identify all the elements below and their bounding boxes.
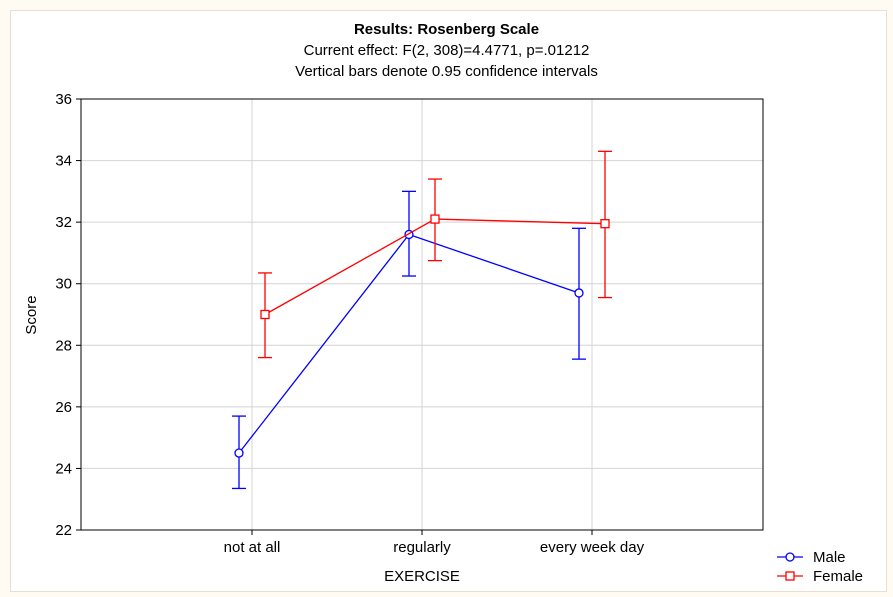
y-tick-label: 34 [55,153,72,170]
chart-title: Results: Rosenberg Scale [353,21,540,38]
y-tick-label: 36 [55,91,72,108]
legend-label: Male [813,549,846,566]
y-tick-label: 26 [55,399,72,416]
grid-lines [81,99,763,530]
y-tick-label: 24 [55,460,72,477]
legend-label: Female [813,568,863,585]
data-point [574,288,584,298]
y-axis: 22 24 26 28 30 32 34 36 [55,91,81,539]
series-female [258,150,612,359]
data-point [260,309,270,320]
chart-subtitle-line-2: Vertical bars denote 0.95 confidence int… [295,63,598,80]
data-point [600,219,610,229]
legend-item-female: Female [777,568,863,585]
series-male [232,190,586,490]
chart-subtitle-line-1: Current effect: F(2, 308)=4.4771, p=.012… [303,42,590,59]
x-axis-label: EXERCISE [384,568,460,585]
legend-marker [785,571,795,581]
legend-marker [785,552,795,562]
series-group [232,150,612,490]
x-axis: not at all regularly every week day [224,530,645,556]
data-point [234,448,244,458]
legend-item-male: Male [777,549,846,566]
data-point [430,214,440,224]
y-tick-label: 28 [55,337,72,354]
y-axis-label: Score [23,295,40,334]
x-tick-label: every week day [540,539,645,556]
x-tick-label: not at all [224,539,281,556]
x-tick-label: regularly [393,539,451,556]
y-tick-label: 22 [55,522,72,539]
y-tick-label: 30 [55,276,72,293]
legend: Male Female [777,549,863,585]
y-tick-label: 32 [55,214,72,231]
chart-frame [10,10,887,592]
chart-header: Results: Rosenberg Scale Current effect:… [0,20,893,82]
